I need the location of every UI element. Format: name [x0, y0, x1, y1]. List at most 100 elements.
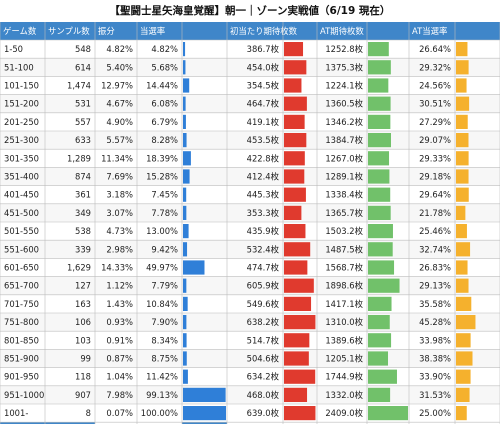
at-rate-cell: 45.28% [419, 317, 451, 327]
at-rate-cell: 33.90% [419, 372, 451, 382]
first-hit-cell: 445.3枚 [247, 190, 280, 200]
hit-rate-bar [183, 96, 186, 111]
range-cell: 851-900 [4, 354, 39, 364]
range-cell: 51-100 [4, 62, 34, 72]
first-hit-cell: 464.7枚 [247, 99, 280, 109]
at-medals-cell: 1310.0枚 [325, 317, 363, 327]
hit-rate-cell: 49.97% [146, 263, 178, 273]
at-rate-cell: 29.13% [419, 281, 451, 291]
hit-rate-cell: 6.08% [151, 99, 178, 109]
sample-cell: 361 [75, 190, 91, 200]
at-rate-bar [456, 387, 470, 402]
hit-rate-bar [183, 42, 186, 57]
at-medals-cell: 1338.4枚 [325, 190, 363, 200]
at-rate-bar [456, 333, 471, 348]
hit-rate-cell: 18.39% [146, 153, 178, 163]
at-medals-cell: 1898.6枚 [325, 281, 363, 291]
at-rate-bar [456, 96, 470, 111]
hit-rate-bar [183, 387, 226, 402]
first-hit-cell: 419.1枚 [247, 117, 280, 127]
hit-rate-bar [183, 351, 187, 366]
first-hit-bar [284, 333, 310, 348]
sample-cell: 8 [86, 408, 91, 418]
range-cell: 101-150 [4, 81, 39, 91]
at-rate-cell: 26.64% [419, 44, 451, 54]
distribution-cell: 4.82% [106, 44, 133, 54]
hit-rate-cell: 7.90% [151, 317, 178, 327]
at-rate-bar [456, 315, 476, 330]
first-hit-bar [284, 205, 302, 220]
at-rate-cell: 29.32% [419, 62, 451, 72]
range-cell: 151-200 [4, 99, 39, 109]
at-rate-bar [456, 369, 471, 384]
range-cell: 601-650 [4, 263, 39, 273]
sample-cell: 1,629 [67, 263, 91, 273]
hit-rate-cell: 11.42% [146, 372, 178, 382]
page-title: 【聖闘士星矢海皇覚醒】朝一｜ゾーン実戦値（6/19 現在） [109, 5, 391, 17]
at-rate-cell: 24.56% [419, 81, 451, 91]
range-cell: 501-550 [4, 226, 39, 236]
hit-rate-cell: 6.79% [151, 117, 178, 127]
sample-cell: 106 [75, 317, 91, 327]
at-medals-cell: 1503.2枚 [325, 226, 363, 236]
at-medals-cell: 1417.1枚 [325, 299, 363, 309]
at-rate-cell: 21.78% [419, 208, 451, 218]
hit-rate-bar [183, 369, 188, 384]
range-cell: 451-500 [4, 208, 39, 218]
at-medals-cell: 1224.1枚 [325, 81, 363, 91]
hit-rate-cell: 7.45% [151, 190, 178, 200]
sample-cell: 614 [75, 62, 91, 72]
at-rate-bar [456, 205, 466, 220]
hit-rate-cell: 8.34% [151, 335, 178, 345]
distribution-cell: 7.69% [106, 172, 133, 182]
first-hit-cell: 412.4枚 [247, 172, 280, 182]
first-hit-cell: 639.0枚 [247, 408, 280, 418]
distribution-cell: 5.40% [106, 62, 133, 72]
first-hit-bar [284, 96, 307, 111]
first-hit-bar [284, 133, 307, 148]
first-hit-bar [284, 42, 304, 57]
distribution-cell: 0.93% [106, 317, 133, 327]
at-rate-cell: 29.64% [419, 190, 451, 200]
hit-rate-cell: 8.75% [151, 354, 178, 364]
at-rate-cell: 29.18% [419, 172, 451, 182]
hit-rate-cell: 5.68% [151, 62, 178, 72]
at-rate-bar [456, 151, 469, 166]
at-medals-bar [368, 278, 400, 293]
at-rate-bar [456, 114, 468, 129]
at-medals-cell: 1346.2枚 [325, 117, 363, 127]
range-cell: 551-600 [4, 244, 39, 254]
sample-cell: 907 [75, 390, 91, 400]
distribution-cell: 5.57% [106, 135, 133, 145]
range-cell: 251-300 [4, 135, 39, 145]
at-rate-cell: 25.46% [419, 226, 451, 236]
at-rate-bar [456, 133, 469, 148]
sample-cell: 99 [80, 354, 91, 364]
at-rate-cell: 30.51% [419, 99, 451, 109]
first-hit-cell: 435.9枚 [247, 226, 280, 236]
at-rate-cell: 31.53% [419, 390, 451, 400]
at-rate-bar [456, 260, 468, 275]
at-medals-cell: 1289.1枚 [325, 172, 363, 182]
distribution-cell: 4.67% [106, 99, 133, 109]
hit-rate-cell: 99.13% [146, 390, 178, 400]
at-rate-cell: 25.00% [419, 408, 451, 418]
hit-rate-bar [183, 260, 205, 275]
at-medals-cell: 1365.7枚 [325, 208, 363, 218]
at-rate-cell: 29.07% [419, 135, 451, 145]
range-cell: 701-750 [4, 299, 39, 309]
first-hit-bar [284, 278, 314, 293]
sample-cell: 127 [75, 281, 91, 291]
hit-rate-bar [183, 296, 188, 311]
at-medals-cell: 2409.0枚 [325, 408, 363, 418]
hit-rate-cell: 13.00% [146, 226, 178, 236]
sample-cell: 633 [75, 135, 91, 145]
at-rate-cell: 32.74% [419, 244, 451, 254]
header-bg [0, 22, 500, 40]
hit-rate-bar [183, 60, 186, 75]
at-medals-bar [368, 369, 397, 384]
first-hit-cell: 605.9枚 [247, 281, 280, 291]
distribution-cell: 3.07% [106, 208, 133, 218]
at-medals-bar [368, 151, 390, 166]
sample-cell: 531 [75, 99, 91, 109]
